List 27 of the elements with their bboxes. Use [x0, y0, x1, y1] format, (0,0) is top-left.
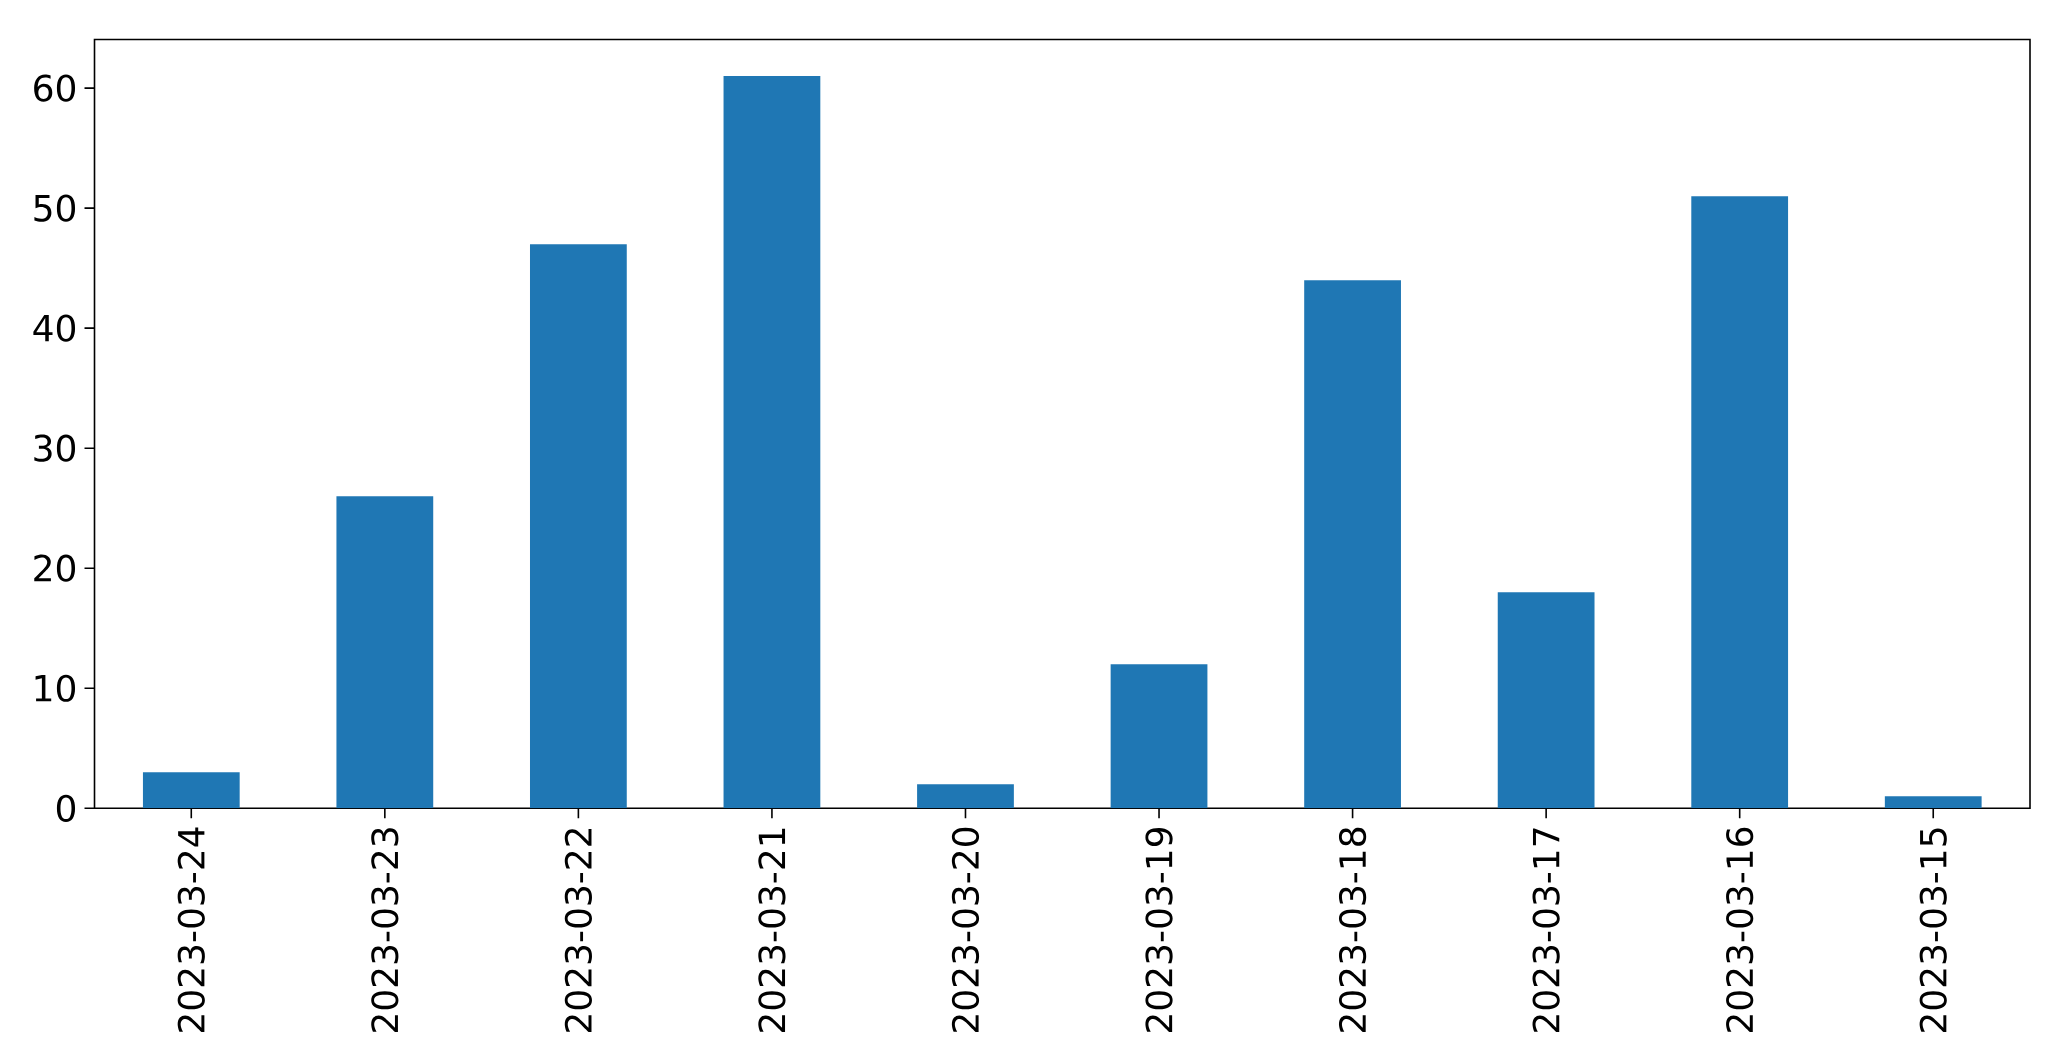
- y-tick-label: 20: [34, 554, 76, 582]
- y-tick-label: 60: [34, 74, 76, 102]
- x-tick-label: 2023-03-16: [1726, 827, 1754, 1032]
- y-tick-label: 10: [35, 674, 76, 702]
- bar: [1691, 196, 1789, 809]
- bar: [336, 496, 434, 809]
- bar: [529, 244, 627, 809]
- y-tick-label: 40: [33, 314, 76, 342]
- x-tick-label: 2023-03-18: [1338, 827, 1367, 1032]
- y-tick-label: 50: [34, 194, 76, 222]
- x-tick-label: 2023-03-23: [371, 828, 399, 1032]
- bar: [1304, 280, 1401, 809]
- bar: [1497, 592, 1595, 809]
- bar: [1110, 664, 1208, 809]
- x-tick-label: 2023-03-15: [1919, 828, 1947, 1032]
- y-tick-label: 30: [34, 434, 76, 462]
- bar: [1884, 796, 1982, 809]
- x-tick-label: 2023-03-19: [1145, 827, 1173, 1032]
- x-tick-label: 2023-03-24: [177, 827, 205, 1032]
- y-tick-label: 0: [56, 794, 76, 822]
- x-tick-label: 2023-03-20: [951, 827, 980, 1032]
- x-tick-label: 2023-03-17: [1532, 828, 1560, 1032]
- x-tick-label: 2023-03-21: [758, 828, 786, 1032]
- bar: [723, 76, 821, 809]
- x-tick-label: 2023-03-22: [564, 829, 592, 1032]
- bar: [917, 784, 1014, 809]
- bar: [142, 772, 240, 809]
